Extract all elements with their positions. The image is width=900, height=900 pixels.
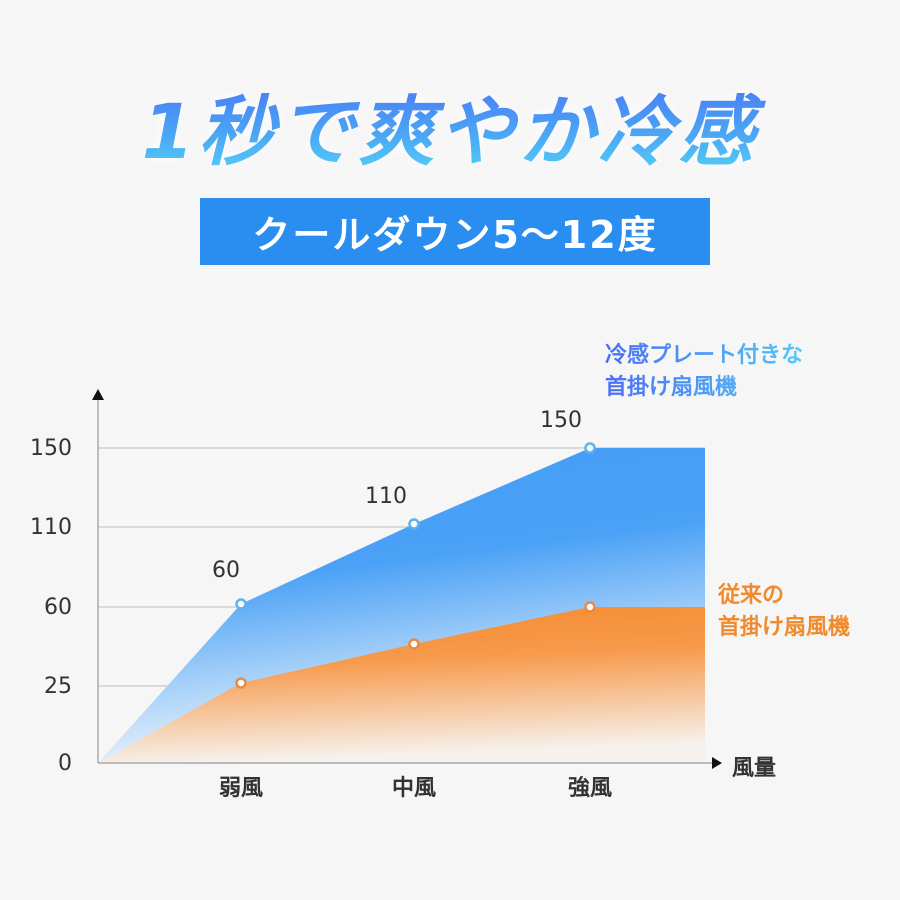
y-axis-arrow-icon bbox=[92, 389, 104, 400]
legend-cooling: 冷感プレート付きな 首掛け扇風機 bbox=[605, 340, 803, 404]
y-tick-label: 0 bbox=[58, 751, 72, 776]
conventional-markers bbox=[235, 601, 596, 689]
x-category-label: 強風 bbox=[567, 776, 613, 801]
cooling-markers bbox=[235, 442, 596, 610]
legend-cooling-line1: 冷感プレート付きな bbox=[605, 343, 804, 368]
page-title: 1秒で爽やか冷感 bbox=[0, 70, 900, 180]
y-tick-label: 60 bbox=[44, 595, 72, 620]
y-tick-label: 110 bbox=[30, 515, 72, 540]
data-label: 60 bbox=[212, 558, 240, 583]
y-tick-label: 150 bbox=[30, 436, 72, 461]
subtitle-banner: クールダウン5〜12度 bbox=[200, 198, 710, 265]
conventional-series-area bbox=[98, 607, 705, 763]
legend-conventional-line1: 従来の bbox=[718, 583, 785, 608]
x-axis-arrow-icon bbox=[712, 757, 722, 769]
subtitle-text: クールダウン5〜12度 bbox=[252, 213, 658, 257]
legend-cooling-line2: 首掛け扇風機 bbox=[605, 374, 738, 400]
legend-conventional-line2: 首掛け扇風機 bbox=[718, 614, 851, 640]
data-label: 110 bbox=[365, 484, 407, 509]
data-label: 150 bbox=[540, 408, 582, 433]
y-tick-label: 25 bbox=[44, 674, 72, 699]
x-category-label: 弱風 bbox=[218, 776, 264, 801]
x-category-label: 中風 bbox=[391, 776, 437, 801]
x-axis-title: 風量 bbox=[732, 756, 777, 781]
legend-conventional: 従来の 首掛け扇風機 bbox=[718, 580, 850, 644]
